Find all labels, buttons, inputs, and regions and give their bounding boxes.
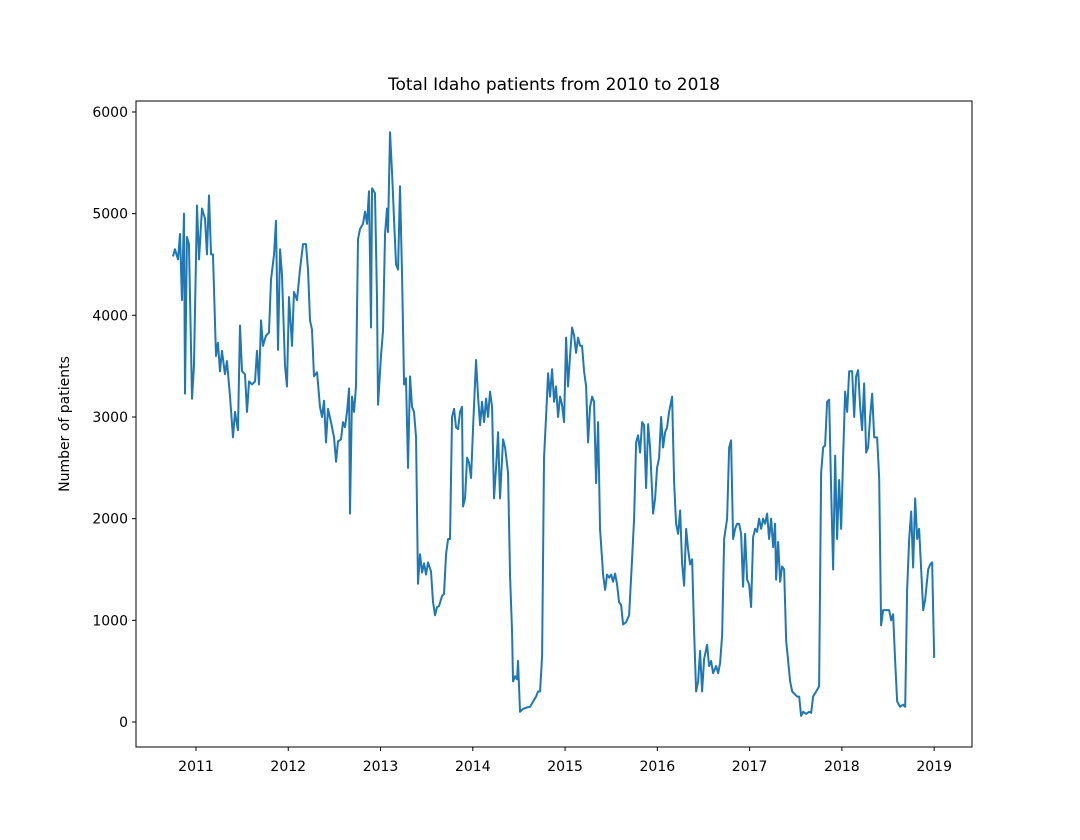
y-tick-label: 2000 bbox=[92, 512, 128, 528]
y-tick-label: 5000 bbox=[92, 207, 128, 223]
x-tick-label: 2019 bbox=[916, 759, 952, 775]
x-tick-label: 2011 bbox=[178, 759, 214, 775]
x-tick-label: 2016 bbox=[640, 759, 676, 775]
y-tick-label: 0 bbox=[119, 715, 128, 731]
chart-title: Total Idaho patients from 2010 to 2018 bbox=[387, 75, 720, 95]
x-tick-label: 2013 bbox=[363, 759, 399, 775]
y-axis-label: Number of patients bbox=[57, 356, 73, 492]
x-tick-label: 2015 bbox=[547, 759, 583, 775]
x-tick-label: 2012 bbox=[270, 759, 306, 775]
y-tick-label: 3000 bbox=[92, 410, 128, 426]
y-tick-label: 1000 bbox=[92, 613, 128, 629]
data-line bbox=[172, 131, 936, 717]
axes-frame bbox=[135, 100, 973, 748]
x-tick-label: 2018 bbox=[824, 759, 860, 775]
x-tick-label: 2014 bbox=[455, 759, 491, 775]
y-tick-label: 6000 bbox=[92, 105, 128, 121]
y-tick-label: 4000 bbox=[92, 308, 128, 324]
x-tick-label: 2017 bbox=[732, 759, 768, 775]
